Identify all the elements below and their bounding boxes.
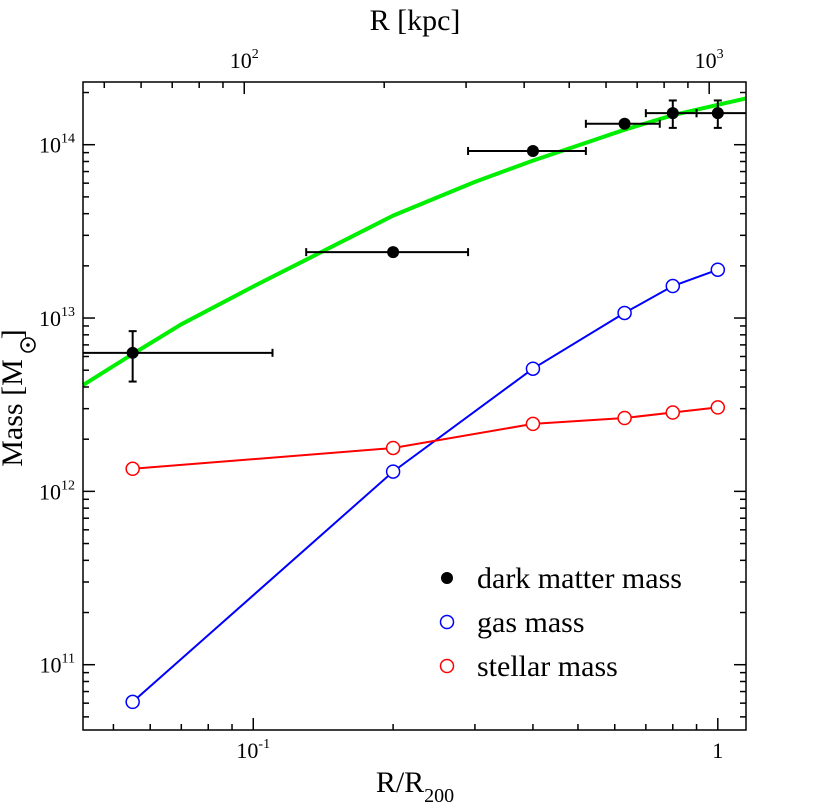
stellar-mass-line	[132, 406, 718, 470]
legend-label: dark matter mass	[477, 562, 682, 595]
top-x-tick-label: 102	[230, 47, 259, 73]
gas-mass-point	[125, 694, 140, 710]
stellar-mass-point	[617, 410, 632, 426]
legend-label: stellar mass	[477, 650, 618, 683]
gas-mass-line	[132, 268, 719, 703]
error-bars-layer	[83, 99, 746, 383]
gas-mass-point	[665, 278, 681, 294]
tick-labels-layer: 1011 1012 1013 1014 10-1 1 102 103	[39, 47, 724, 763]
stellar-mass-point	[125, 461, 140, 477]
fit-layer	[81, 96, 747, 387]
plot-frame	[82, 81, 747, 731]
dark-matter-mass-point	[387, 246, 400, 259]
dark-matter-mass-point	[126, 346, 139, 359]
stellar-mass-point	[665, 405, 681, 420]
gas-mass-point	[617, 305, 632, 321]
y-tick-label: 1013	[39, 305, 75, 331]
legend-marker	[439, 614, 455, 630]
stellar-mass-point	[385, 440, 401, 456]
x-tick-label: 10-1	[236, 737, 270, 763]
gas-mass-point	[525, 361, 541, 376]
top-x-axis-title: R [kpc]	[370, 4, 461, 37]
y-tick-label: 1011	[40, 652, 75, 678]
dark-matter-mass-point	[526, 144, 539, 157]
legend-marker	[441, 572, 453, 584]
y-tick-label: 1012	[39, 478, 75, 504]
legend: dark matter mass gas mass stellar mass	[439, 562, 682, 683]
x-tick-label: 1	[712, 738, 723, 763]
top-x-tick-label: 103	[695, 47, 724, 73]
dark-matter-mass-point	[618, 117, 631, 130]
gas-mass-point	[385, 464, 401, 479]
y-axis-title: Mass [M00]	[0, 329, 36, 467]
dark-matter-mass-point	[666, 107, 679, 120]
series-lines-layer	[132, 268, 719, 703]
x-axis-title: R/R200	[376, 766, 454, 807]
fit-curve	[81, 96, 747, 387]
markers-layer	[125, 107, 726, 710]
gas-mass-point	[710, 262, 726, 277]
stellar-mass-point	[525, 416, 541, 432]
dark-matter-mass-point	[711, 107, 724, 120]
ticks-layer	[83, 82, 746, 730]
y-tick-label: 1014	[39, 132, 75, 158]
legend-marker	[439, 658, 455, 674]
sun-symbol-icon	[20, 337, 36, 353]
stellar-mass-point	[710, 400, 726, 415]
svg-text:Mass [M00]: Mass [M00]	[0, 329, 33, 467]
legend-label: gas mass	[477, 606, 585, 639]
